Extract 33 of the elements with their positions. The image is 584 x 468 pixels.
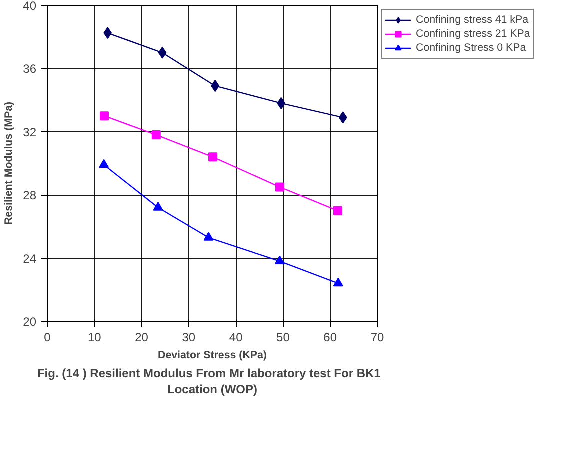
point: [100, 112, 110, 121]
x-tick-label: 0: [44, 330, 52, 344]
point: [99, 159, 110, 168]
x-tick-label: 50: [276, 330, 290, 344]
point: [333, 278, 344, 287]
point: [204, 232, 214, 241]
point: [208, 152, 218, 162]
x-tick-label: 20: [135, 330, 149, 344]
x-tick-label: 60: [324, 330, 338, 344]
point: [274, 256, 285, 265]
point: [275, 182, 284, 192]
x-axis-title: Deviator Stress (KPa): [158, 350, 268, 362]
point: [338, 112, 348, 124]
x-tick-label: 40: [229, 330, 244, 344]
point: [104, 27, 112, 40]
y-tick-label: 24: [23, 252, 37, 266]
y-tick-label: 32: [23, 125, 37, 140]
y-tick-label: 36: [23, 62, 37, 76]
point: [152, 130, 161, 140]
y-tick-label: 20: [23, 315, 37, 329]
legend-label: Confining stress 41 kPa: [416, 13, 529, 27]
legend-label: Confining stress 21 KPa: [416, 27, 530, 41]
x-tick-label: 10: [88, 330, 102, 344]
legend-label: Confining Stress 0 KPa: [416, 41, 526, 55]
point: [333, 206, 342, 216]
point: [153, 202, 164, 211]
y-axis-title: Resilient Modulus (MPa): [3, 101, 16, 226]
x-tick-label: 30: [182, 330, 196, 344]
y-tick-label: 28: [23, 188, 37, 203]
point: [158, 46, 167, 59]
x-tick-label: 70: [370, 330, 384, 344]
text: Fig. (14 ) Resilient Modulus From Mr laboratory test For BK1 Location (WOP): [37, 366, 382, 396]
y-tick-label: 40: [23, 0, 37, 13]
